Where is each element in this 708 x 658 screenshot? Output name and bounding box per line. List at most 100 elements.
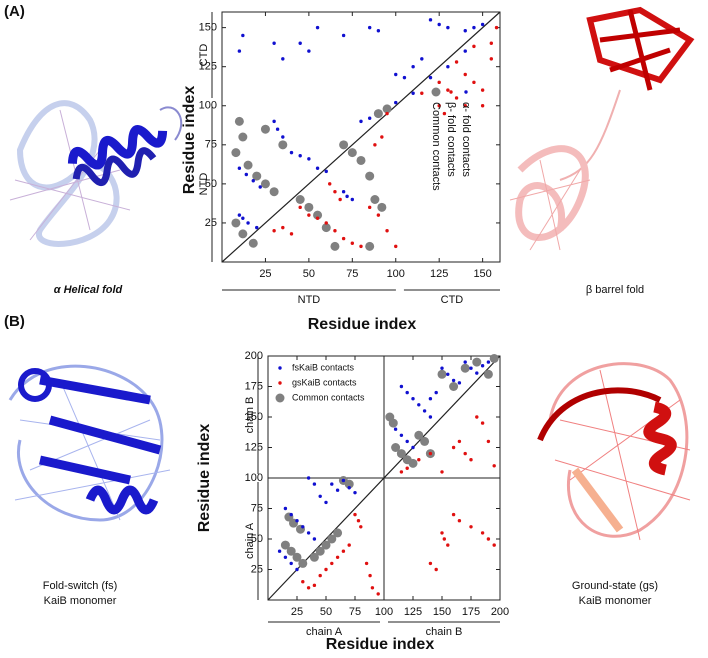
caption: KaiB monomer — [579, 595, 652, 607]
legend-label: β- fold contacts — [445, 102, 457, 177]
contact-point — [283, 506, 288, 511]
contact-point — [405, 466, 409, 470]
caption: Ground-state (gs) — [572, 580, 658, 592]
contact-point — [463, 49, 467, 53]
contact-point — [272, 41, 276, 45]
contact-point — [301, 580, 305, 584]
contact-point — [460, 363, 470, 373]
contact-point — [451, 445, 456, 450]
y-tick-label: 25 — [251, 563, 263, 575]
contact-point — [313, 210, 323, 220]
contact-point — [328, 182, 332, 186]
x-tick-label: 50 — [320, 606, 332, 618]
contact-point — [428, 18, 433, 22]
contact-point — [298, 41, 302, 45]
contact-point — [347, 486, 351, 490]
contact-point — [315, 216, 320, 220]
contact-point — [475, 415, 479, 419]
contact-point — [489, 41, 494, 45]
contact-point — [237, 213, 242, 217]
contact-point — [486, 439, 491, 444]
contact-point — [312, 583, 317, 588]
y-tick-label: 50 — [205, 178, 217, 190]
y-domain-label: CTD — [198, 44, 210, 67]
contact-point — [469, 525, 473, 529]
contact-point — [295, 519, 299, 523]
y-domain-label: chain B — [244, 397, 256, 434]
contact-point — [353, 512, 357, 517]
contact-point — [283, 555, 288, 559]
contact-point — [312, 482, 317, 486]
contact-point — [324, 169, 328, 174]
contact-point — [237, 49, 242, 53]
contact-point — [238, 132, 248, 142]
contact-point — [385, 229, 389, 233]
contact-point — [411, 445, 415, 450]
contact-point — [420, 436, 430, 446]
contact-point — [411, 91, 415, 95]
contact-point — [295, 195, 305, 204]
x-domain-label: chain A — [306, 626, 343, 638]
contact-point — [307, 49, 311, 53]
contact-point — [417, 403, 421, 407]
legend-marker — [278, 366, 282, 370]
contact-point — [315, 166, 320, 170]
panel-label: (B) — [4, 313, 25, 330]
contact-point — [463, 451, 467, 456]
legend-label: Common contacts — [292, 392, 365, 402]
contact-point — [333, 528, 343, 538]
contact-point — [344, 479, 354, 489]
contact-point — [280, 540, 290, 550]
contact-point — [440, 366, 444, 370]
contact-point — [489, 353, 499, 363]
x-tick-label: 100 — [387, 268, 405, 280]
contact-point — [333, 229, 337, 233]
contact-point — [396, 449, 406, 459]
contact-point — [442, 111, 447, 116]
x-tick-label: 50 — [303, 268, 315, 280]
contact-point — [411, 397, 415, 401]
contact-point — [393, 427, 398, 431]
contact-point — [335, 488, 340, 492]
contact-point — [231, 148, 241, 158]
contact-point — [292, 552, 302, 562]
contact-point — [368, 573, 372, 578]
contact-point — [451, 378, 456, 383]
contact-point — [341, 33, 346, 38]
x-tick-label: 150 — [473, 268, 491, 280]
y-domain-label: chain A — [244, 522, 256, 559]
x-domain-label: CTD — [441, 294, 464, 306]
contact-point — [243, 160, 253, 170]
x-tick-label: 25 — [291, 606, 303, 618]
contact-point — [411, 64, 415, 69]
caption: Fold-switch (fs) — [43, 580, 118, 592]
contact-point — [382, 104, 392, 114]
y-axis-label: Residue index — [196, 424, 213, 533]
contact-point — [463, 360, 467, 364]
contact-point — [347, 148, 357, 158]
contact-point — [373, 109, 383, 119]
contact-point — [434, 390, 438, 395]
contact-point — [428, 451, 433, 456]
contact-point — [446, 88, 450, 92]
x-axis-label: Residue index — [326, 636, 435, 653]
contact-point — [463, 104, 467, 108]
contact-point — [457, 439, 462, 444]
legend-marker — [449, 90, 453, 94]
contact-point — [306, 476, 311, 480]
contact-point — [350, 197, 355, 202]
contact-point — [449, 382, 459, 391]
contact-point — [255, 225, 259, 230]
contact-point — [480, 364, 485, 368]
contact-point — [428, 561, 433, 566]
contact-point — [234, 116, 244, 126]
contact-point — [376, 592, 380, 596]
x-tick-label: 150 — [433, 606, 451, 618]
contact-point — [399, 433, 404, 437]
contact-point — [309, 552, 319, 562]
contact-point — [307, 157, 311, 161]
y-tick-label: 25 — [205, 217, 217, 229]
contact-point — [402, 75, 407, 80]
contact-point — [437, 22, 441, 27]
contact-point — [420, 57, 424, 61]
